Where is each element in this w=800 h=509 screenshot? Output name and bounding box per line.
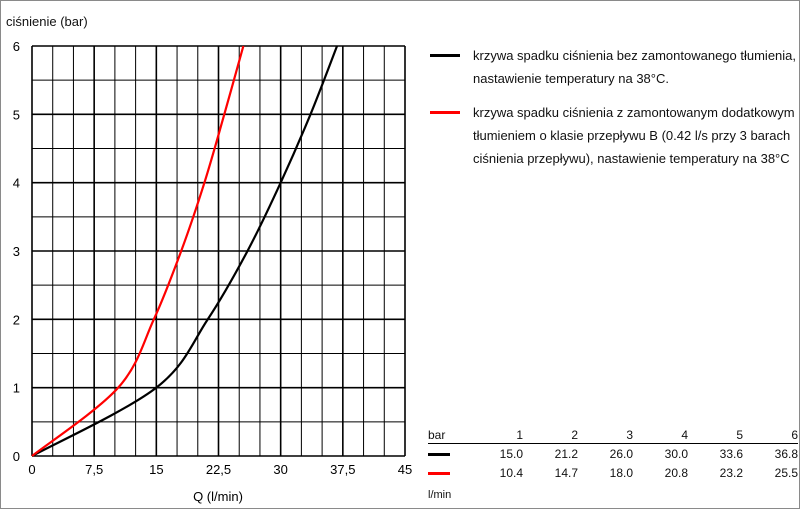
y-tick-label: 4 bbox=[13, 176, 20, 191]
y-tick-label: 3 bbox=[13, 244, 20, 259]
x-tick-label: 0 bbox=[28, 462, 35, 477]
y-axis-label: ciśnienie (bar) bbox=[6, 14, 88, 29]
table-cell: 30.0 bbox=[664, 446, 688, 461]
y-tick-label: 2 bbox=[13, 312, 20, 327]
table-cell: 23.2 bbox=[719, 465, 743, 480]
y-tick-label: 0 bbox=[13, 449, 20, 464]
table-unit-label: l/min bbox=[428, 489, 452, 501]
table-header-row: bar 1 2 3 4 5 6 bbox=[428, 427, 798, 444]
legend-swatch-red bbox=[430, 111, 460, 114]
table-cell: 14.7 bbox=[554, 465, 578, 480]
table-col-header: 6 bbox=[743, 427, 798, 444]
x-tick-label: 45 bbox=[398, 462, 412, 477]
series-line-red bbox=[31, 45, 245, 457]
x-tick-label: 22,5 bbox=[206, 462, 231, 477]
legend-label: krzywa spadku ciśnienia z zamontowanym d… bbox=[473, 105, 795, 166]
table-cell: 21.2 bbox=[554, 446, 578, 461]
table-col-header: 4 bbox=[633, 427, 688, 444]
table-cell: 15.0 bbox=[499, 446, 523, 461]
legend-item-without-damping: krzywa spadku ciśnienia bez zamontowaneg… bbox=[430, 44, 796, 90]
y-tick-label: 5 bbox=[13, 107, 20, 122]
table-row-swatch bbox=[428, 444, 468, 464]
legend: krzywa spadku ciśnienia bez zamontowaneg… bbox=[430, 44, 796, 181]
table-cell: 25.5 bbox=[774, 465, 798, 480]
table-cell: 20.8 bbox=[664, 465, 688, 480]
legend-swatch-black bbox=[430, 54, 460, 57]
y-tick-label: 6 bbox=[13, 39, 20, 54]
table-col-header: 5 bbox=[688, 427, 743, 444]
table-row-black: 15.0 21.2 26.0 30.0 33.6 36.8 bbox=[428, 444, 798, 464]
x-tick-label: 7,5 bbox=[85, 462, 103, 477]
table-cell: 10.4 bbox=[499, 465, 523, 480]
table-cell: 18.0 bbox=[609, 465, 633, 480]
table-cell: 33.6 bbox=[719, 446, 743, 461]
table-cell: 26.0 bbox=[609, 446, 633, 461]
x-tick-label: 37,5 bbox=[330, 462, 355, 477]
table-col-header: 3 bbox=[578, 427, 633, 444]
series-line-black bbox=[31, 45, 339, 457]
x-axis-label: Q (l/min) bbox=[193, 489, 243, 504]
table-cell: 36.8 bbox=[774, 446, 798, 461]
legend-label: krzywa spadku ciśnienia bez zamontowaneg… bbox=[473, 48, 797, 86]
table-row-swatch bbox=[428, 463, 468, 482]
legend-item-with-damping: krzywa spadku ciśnienia z zamontowanym d… bbox=[430, 101, 796, 170]
x-tick-label: 30 bbox=[273, 462, 287, 477]
y-tick-label: 1 bbox=[13, 381, 20, 396]
table-col-header: 2 bbox=[523, 427, 578, 444]
table-header-unit: bar bbox=[428, 427, 468, 444]
table-row-red: 10.4 14.7 18.0 20.8 23.2 25.5 bbox=[428, 463, 798, 482]
x-tick-label: 15 bbox=[149, 462, 163, 477]
values-table: bar 1 2 3 4 5 6 15.0 21.2 26.0 30.0 33.6… bbox=[428, 427, 798, 482]
table-col-header: 1 bbox=[468, 427, 523, 444]
